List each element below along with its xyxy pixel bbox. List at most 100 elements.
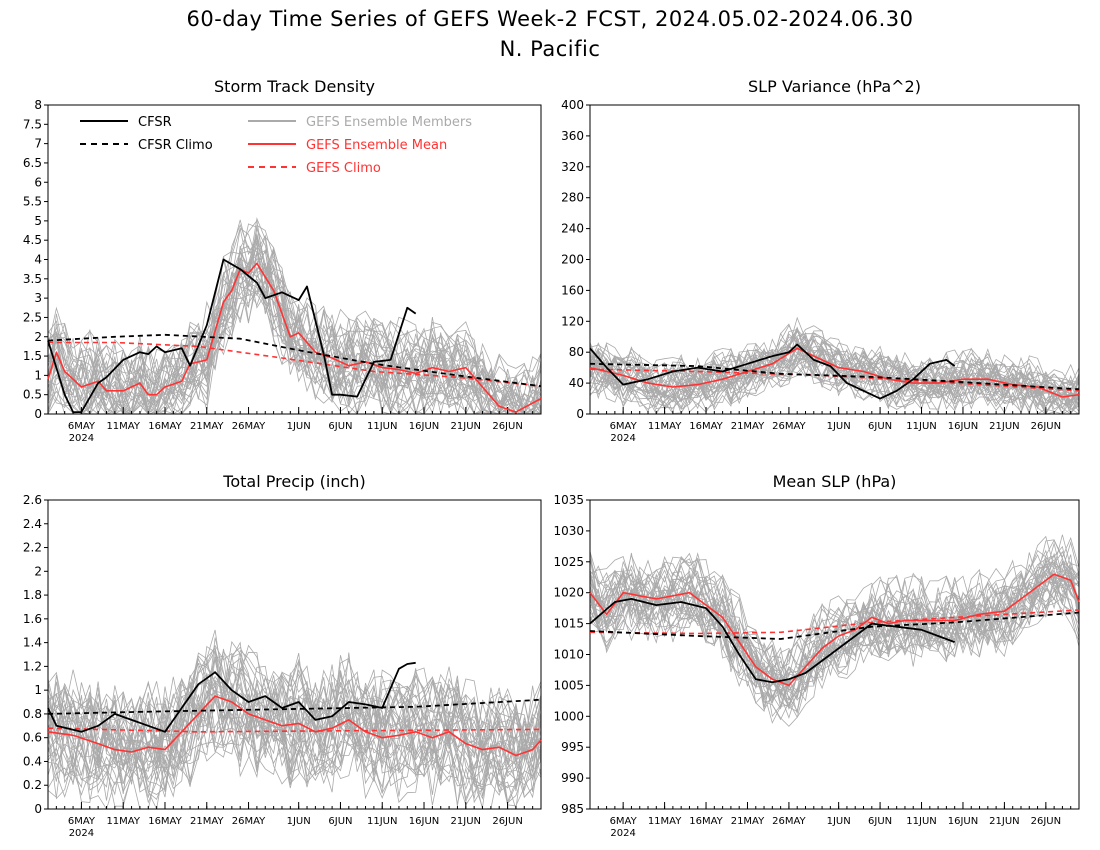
- ensemble-member-line: [590, 549, 1079, 677]
- y-tick-label: 4.5: [23, 233, 42, 247]
- legend-label-gefs-climo: GEFS Climo: [306, 161, 381, 176]
- panel-title: Mean SLP (hPa): [773, 472, 897, 491]
- y-tick-label: 985: [561, 802, 584, 816]
- x-tick-label: 1JUN: [287, 421, 311, 432]
- y-tick-label: 1030: [553, 524, 584, 538]
- legend: CFSR CFSR Climo GEFS Ensemble Members GE…: [80, 115, 472, 176]
- x-tick-label: 26MAY: [232, 816, 266, 827]
- x-year-label: 2024: [69, 828, 94, 839]
- x-year-label: 2024: [69, 433, 94, 444]
- x-tick-label: 16JUN: [948, 816, 978, 827]
- y-tick-label: 320: [561, 160, 584, 174]
- x-tick-label: 16MAY: [689, 816, 723, 827]
- y-tick-label: 400: [561, 98, 584, 112]
- y-tick-label: 1.2: [23, 659, 42, 673]
- y-tick-label: 80: [569, 345, 584, 359]
- x-tick-label: 21JUN: [451, 421, 481, 432]
- ensemble-member-line: [48, 219, 541, 414]
- x-tick-label: 6JUN: [328, 816, 352, 827]
- x-tick-label: 16MAY: [148, 421, 182, 432]
- plot-frame: [589, 499, 1080, 810]
- ensemble-member-line: [48, 268, 541, 414]
- x-tick-label: 6MAY: [68, 816, 96, 827]
- legend-label-members: GEFS Ensemble Members: [306, 115, 472, 130]
- x-tick-label: 6JUN: [328, 421, 352, 432]
- y-tick-label: 2.6: [23, 493, 42, 507]
- x-year-label: 2024: [610, 828, 635, 839]
- y-tick-label: 1.6: [23, 612, 42, 626]
- y-tick-label: 2.4: [23, 517, 42, 531]
- series-line-cfsr: [47, 258, 417, 414]
- legend-label-cfsr: CFSR: [138, 115, 172, 130]
- ensemble-member-line: [48, 227, 541, 414]
- x-tick-label: 11MAY: [648, 816, 682, 827]
- x-tick-label: 21MAY: [190, 421, 224, 432]
- series-line-cfsr-climo: [589, 362, 1080, 391]
- y-tick-label: 5: [34, 214, 42, 228]
- x-tick-label: 16MAY: [689, 421, 723, 432]
- y-tick-label: 0.4: [23, 754, 42, 768]
- x-tick-label: 26JUN: [492, 421, 522, 432]
- y-tick-label: 3.5: [23, 272, 42, 286]
- series-line-cfsr: [47, 661, 416, 733]
- x-tick-label: 26JUN: [1031, 421, 1061, 432]
- x-tick-label: 1JUN: [827, 816, 851, 827]
- ensemble-member-line: [590, 551, 1079, 703]
- x-tick-label: 1JUN: [287, 816, 311, 827]
- x-tick-label: 16JUN: [409, 816, 439, 827]
- ensemble-member-line: [48, 637, 541, 762]
- ensemble-member-line: [48, 251, 541, 414]
- y-tick-label: 990: [561, 771, 584, 785]
- ensemble-member-line: [48, 219, 541, 395]
- ensemble-member-line: [590, 576, 1079, 718]
- series-line-gefs-mean: [589, 347, 1080, 398]
- ensemble-member-line: [590, 329, 1079, 392]
- x-tick-label: 11JUN: [367, 421, 397, 432]
- ensemble-member-line: [590, 360, 1079, 414]
- y-tick-label: 1020: [553, 586, 584, 600]
- ensemble-member-line: [590, 552, 1079, 697]
- x-tick-label: 11MAY: [648, 421, 682, 432]
- ensemble-member-line: [48, 658, 541, 759]
- series-line-cfsr: [589, 343, 956, 400]
- chart-panel-2: SLP Variance (hPa^2) 0 40 80 120 160 200 240 280…: [561, 77, 1080, 444]
- series-line-gefs-mean: [47, 695, 542, 757]
- series-line-gefs-climo: [48, 341, 542, 387]
- series-line-gefs-mean: [589, 573, 1080, 687]
- y-tick-label: 4: [34, 253, 42, 267]
- panel-title: Total Precip (inch): [222, 472, 365, 491]
- chart-panel-1: Storm Track Density 0 0.5 1 1.5 2 2.5 3 3.5 4 4.5 5…: [23, 77, 542, 444]
- x-tick-label: 11JUN: [367, 816, 397, 827]
- y-tick-label: 0.8: [23, 707, 42, 721]
- ensemble-member-line: [48, 237, 541, 414]
- x-tick-label: 16JUN: [948, 421, 978, 432]
- y-tick-label: 1015: [553, 617, 584, 631]
- figure-title: 60-day Time Series of GEFS Week-2 FCST, …: [186, 7, 913, 31]
- ensemble-member-line: [48, 650, 541, 762]
- y-tick-label: 1010: [553, 648, 584, 662]
- y-tick-label: 160: [561, 283, 584, 297]
- ensemble-member-line: [590, 336, 1079, 410]
- x-tick-label: 26JUN: [1031, 816, 1061, 827]
- y-tick-label: 1025: [553, 555, 584, 569]
- ensemble-member-line: [590, 558, 1079, 702]
- y-tick-label: 1035: [553, 493, 584, 507]
- x-tick-label: 21JUN: [989, 421, 1019, 432]
- series-line-cfsr-climo: [589, 611, 1080, 640]
- x-tick-label: 6JUN: [868, 421, 892, 432]
- ensemble-member-line: [48, 694, 541, 806]
- ensemble-member-line: [48, 242, 541, 414]
- ensemble-member-line: [590, 541, 1079, 686]
- series-line-cfsr-climo: [47, 698, 542, 715]
- x-tick-label: 26MAY: [232, 421, 266, 432]
- legend-label-mean: GEFS Ensemble Mean: [306, 138, 447, 153]
- series-line-gefs-climo: [589, 368, 1080, 392]
- y-tick-label: 0: [34, 802, 42, 816]
- y-tick-label: 7.5: [23, 117, 42, 131]
- ensemble-member-line: [48, 709, 541, 805]
- ensemble-member-line: [48, 224, 541, 414]
- chart-panel-3: Total Precip (inch) 0 0.2 0.4 0.6 0.8 1 1.2 1.4 1…: [23, 472, 542, 839]
- series-line-gefs-climo: [589, 609, 1080, 635]
- chart-panel-4: Mean SLP (hPa) 985 990 995 1000 1005 1010 1015 1…: [553, 472, 1080, 839]
- ensemble-member-line: [48, 712, 541, 809]
